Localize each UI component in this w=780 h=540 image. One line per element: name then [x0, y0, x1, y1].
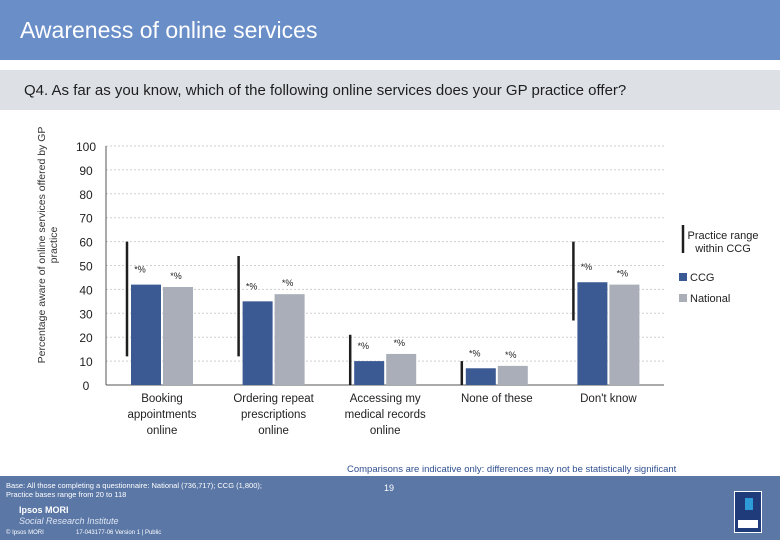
- bar-ccg: [465, 368, 496, 385]
- x-category-label: medical records: [345, 409, 426, 421]
- x-category-label: online: [147, 425, 178, 437]
- bar-ccg: [131, 284, 161, 385]
- data-label: *%: [505, 350, 517, 360]
- data-label: *%: [469, 348, 481, 358]
- legend-swatch-national: [679, 294, 687, 302]
- data-label: *%: [246, 281, 258, 291]
- y-tick-label: 30: [79, 307, 93, 321]
- x-category-label: appointments: [127, 409, 196, 421]
- question-text: Q4. As far as you know, which of the fol…: [24, 82, 627, 99]
- data-label: *%: [393, 338, 405, 348]
- brand-name: Ipsos MORI: [19, 505, 69, 515]
- data-label: *%: [617, 269, 629, 279]
- y-tick-label: 100: [76, 140, 96, 154]
- footer-band: [0, 476, 780, 540]
- bar-national: [274, 294, 305, 385]
- logo-bar: [738, 520, 758, 528]
- x-category-label: None of these: [461, 393, 533, 405]
- base-line-2: Practice bases range from 20 to 118: [6, 490, 127, 499]
- x-category-label: Booking: [141, 393, 183, 405]
- y-tick-label: 20: [79, 331, 93, 345]
- y-tick-label: 10: [79, 355, 93, 369]
- legend-range-label: within CCG: [694, 243, 751, 255]
- base-line-1: Base: All those completing a questionnai…: [6, 481, 262, 490]
- bar-ccg: [354, 361, 385, 385]
- y-tick-label: 50: [79, 260, 93, 274]
- copyright: © Ipsos MORI: [6, 530, 44, 536]
- y-tick-label: 70: [79, 212, 93, 226]
- base-note: Base: All those completing a questionnai…: [6, 481, 306, 499]
- x-category-label: online: [258, 425, 289, 437]
- logo-glyph: [745, 498, 753, 510]
- bar-national: [386, 353, 417, 385]
- bar-national: [609, 284, 640, 385]
- legend-swatch-ccg: [679, 273, 687, 281]
- bar-national: [497, 365, 528, 385]
- x-category-label: Don't know: [580, 393, 637, 405]
- legend-label: CCG: [690, 272, 714, 284]
- data-label: *%: [170, 271, 182, 281]
- x-category-label: Ordering repeat: [233, 393, 314, 405]
- y-tick-label: 60: [79, 236, 93, 250]
- data-label: *%: [357, 341, 369, 351]
- ipsos-logo-icon: [734, 491, 762, 533]
- page-number: 19: [384, 483, 395, 493]
- page-title: Awareness of online services: [20, 17, 318, 43]
- y-tick-label: 90: [79, 164, 93, 178]
- x-category-label: Accessing my: [350, 393, 421, 405]
- data-label: *%: [581, 262, 593, 272]
- x-category-label: prescriptions: [241, 409, 306, 421]
- job-reference: 17-043177-06 Version 1 | Public: [76, 530, 162, 536]
- bar-ccg: [577, 282, 608, 385]
- bar-ccg: [242, 301, 273, 385]
- header-band: [0, 0, 780, 60]
- brand-subtitle: Social Research Institute: [19, 516, 119, 526]
- legend-label: National: [690, 293, 730, 305]
- data-label: *%: [134, 265, 146, 275]
- question-band: [0, 70, 780, 110]
- legend-range-label: Practice range: [688, 230, 759, 242]
- y-tick-label: 80: [79, 188, 93, 202]
- bar-national: [163, 287, 193, 385]
- comparison-note: Comparisons are indicative only: differe…: [347, 464, 677, 475]
- x-category-label: online: [370, 425, 401, 437]
- y-tick-label: 40: [79, 283, 93, 297]
- y-tick-label: 0: [83, 379, 90, 393]
- data-label: *%: [282, 278, 294, 288]
